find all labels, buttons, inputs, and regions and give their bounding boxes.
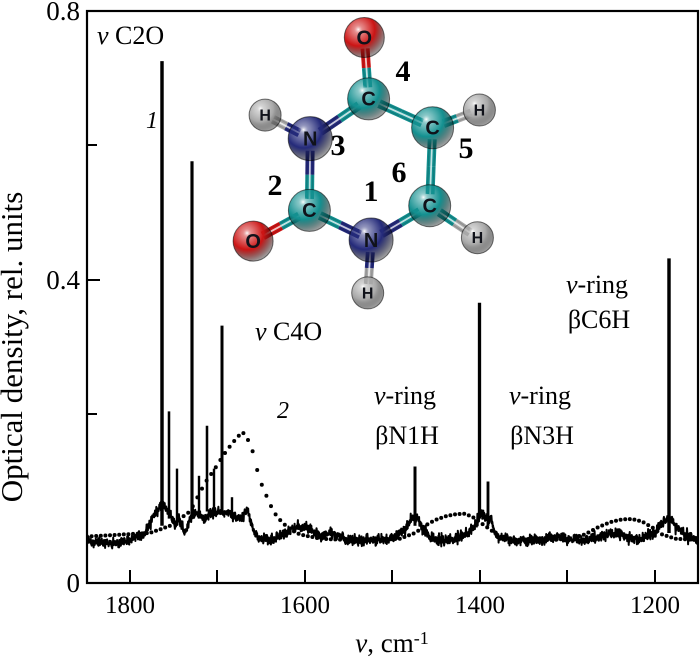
svg-text:N: N: [303, 128, 317, 150]
svg-text:H: H: [474, 102, 486, 119]
svg-text:2: 2: [277, 398, 289, 424]
svg-text:5: 5: [459, 132, 474, 165]
svg-text:C: C: [361, 89, 375, 111]
svg-text:1200: 1200: [630, 592, 680, 619]
svg-text:1: 1: [146, 108, 158, 134]
svg-text:ν, cm-1: ν, cm-1: [355, 628, 428, 658]
svg-text:ν-ring: ν-ring: [566, 270, 628, 299]
svg-text:1: 1: [364, 175, 379, 208]
svg-text:H: H: [362, 285, 374, 302]
svg-text:H: H: [259, 108, 271, 125]
svg-text:βN1H: βN1H: [375, 421, 439, 450]
svg-text:ν-ring: ν-ring: [509, 381, 571, 410]
svg-text:C: C: [302, 200, 316, 222]
svg-text:0.4: 0.4: [46, 265, 80, 295]
svg-text:Optical density, rel. units: Optical density, rel. units: [0, 192, 29, 503]
svg-text:6: 6: [392, 156, 407, 189]
svg-text:C: C: [425, 118, 439, 140]
svg-text:ν C4O: ν C4O: [255, 317, 322, 346]
svg-text:ν-ring: ν-ring: [374, 381, 436, 410]
svg-text:βN3H: βN3H: [510, 421, 574, 450]
svg-text:H: H: [472, 230, 484, 247]
svg-text:ν C2O: ν C2O: [97, 21, 164, 50]
svg-text:0: 0: [67, 568, 81, 598]
svg-text:βC6H: βC6H: [568, 305, 631, 334]
svg-text:O: O: [357, 27, 373, 49]
svg-text:0.8: 0.8: [46, 0, 80, 26]
svg-text:1600: 1600: [280, 592, 330, 619]
svg-text:C: C: [422, 196, 436, 218]
svg-text:2: 2: [268, 169, 283, 202]
svg-text:4: 4: [396, 55, 411, 88]
svg-text:3: 3: [331, 129, 346, 162]
svg-text:1400: 1400: [455, 592, 505, 619]
svg-text:1800: 1800: [105, 592, 155, 619]
svg-text:N: N: [364, 230, 378, 252]
svg-text:O: O: [245, 231, 261, 253]
